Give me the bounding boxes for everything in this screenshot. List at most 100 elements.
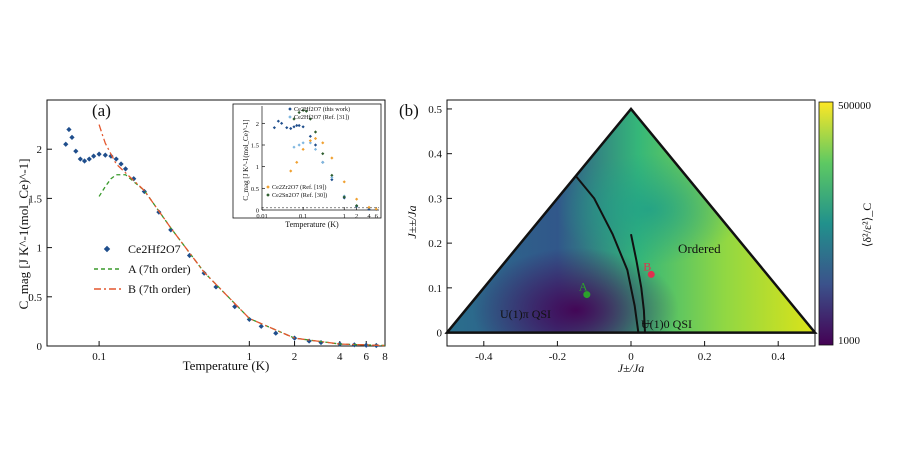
data-point <box>122 166 129 172</box>
inset-data-point <box>367 205 371 209</box>
inset-x-tick-label: 1 <box>343 213 346 220</box>
data-point <box>63 141 69 147</box>
y-tick-label: 0 <box>437 328 443 340</box>
inset-y-tick-label: 1 <box>256 164 259 171</box>
inset-data-point <box>313 147 318 151</box>
inset-data-point <box>342 180 346 184</box>
inset-data-point <box>308 141 312 145</box>
data-point <box>86 156 92 162</box>
inset-data-point <box>330 173 334 177</box>
y-tick-label: 0.1 <box>428 283 442 295</box>
inset-data-point <box>272 126 276 130</box>
panel-b-xlabel: J±/Ja <box>618 361 645 375</box>
x-tick-label: 0.1 <box>92 351 106 363</box>
inset-data-point <box>330 156 334 160</box>
colorbar: 500000 1000 ⟨δ²/ε²⟩_C <box>818 100 874 347</box>
inset-data-point <box>297 123 301 128</box>
panel-b-label: (b) <box>399 101 419 120</box>
data-point <box>91 153 97 159</box>
data-point <box>306 338 312 344</box>
data-point <box>69 134 75 140</box>
inset-data-point <box>289 169 293 173</box>
panel-a-legend: Ce2Hf2O7 A (7th order) B (7th order) <box>94 242 191 296</box>
inset-data-point <box>330 178 334 182</box>
inset-data-point <box>355 204 359 208</box>
x-tick-label: 0.2 <box>698 351 712 363</box>
inset-data-point <box>295 160 299 164</box>
inset-data-point <box>308 117 312 121</box>
colorbar-label: ⟨δ²/ε²⟩_C <box>860 203 874 248</box>
x-tick-label: -0.4 <box>475 351 493 363</box>
inset-data-point <box>313 130 318 134</box>
phase-point <box>647 270 655 278</box>
y-tick-label: 0.5 <box>28 292 42 304</box>
inset-x-tick-label: 0.1 <box>299 213 307 220</box>
data-point <box>77 156 83 162</box>
panel-b-heatmap <box>444 106 818 334</box>
inset-ylabel: C_mag [J K^-1(mol_Ce)^-1] <box>242 119 250 200</box>
colorbar-min-label: 1000 <box>838 335 861 347</box>
y-tick-label: 0 <box>37 341 43 353</box>
inset-xlabel: Temperature (K) <box>285 220 339 229</box>
inset-data-point <box>301 125 305 129</box>
inset-data-point <box>297 110 301 115</box>
inset-data-point <box>330 175 334 180</box>
panel-a-label: (a) <box>92 101 111 120</box>
y-tick-label: 1 <box>37 243 43 255</box>
inset-data-point <box>304 109 308 113</box>
legend-label: Ce2Hf2O7 <box>128 242 181 256</box>
panel-b-overlay: Ordered U(1)π QSI U(1)0 QSI A B <box>500 175 721 333</box>
inset-data-point <box>321 141 325 145</box>
panel-a: (a) 0.1 1 2 4 6 800.511.52 Temperature (K) C_… <box>16 99 388 373</box>
panel-a-axes: 0.1 1 2 4 6 800.511.52 <box>28 144 388 363</box>
inset-x-tick-label: 2 <box>355 213 358 220</box>
colorbar-max-label: 500000 <box>838 100 872 112</box>
data-point <box>118 161 124 167</box>
series-line <box>98 124 386 347</box>
x-tick-label: -0.2 <box>549 351 566 363</box>
inset-legend-marker <box>266 185 270 189</box>
legend-label: B (7th order) <box>128 282 191 296</box>
region-label: U(1)0 QSI <box>641 317 692 331</box>
inset-legend-label: Ce2Zr2O7 (Ref. [19]) <box>272 184 326 191</box>
x-tick-label: 0 <box>628 351 634 363</box>
data-point <box>73 148 79 154</box>
y-tick-label: 1.5 <box>28 193 42 205</box>
inset-data-point <box>301 108 305 112</box>
inset-y-tick-label: 2 <box>256 121 259 128</box>
inset-data-point <box>313 143 318 147</box>
region-label: Ordered <box>678 241 721 256</box>
panel-b-axes: -0.4 -0.2 0 0.2 0.4 0 0.1 0.2 0.3 0.4 0.5 <box>428 104 785 363</box>
inset-data-point <box>280 121 284 125</box>
series-line <box>98 174 386 347</box>
data-point <box>232 304 238 310</box>
panel-b-ylabel: J±±/Ja <box>405 205 419 238</box>
inset-data-point <box>321 160 325 164</box>
inset-legend-marker <box>266 193 270 197</box>
inset-data-point <box>289 126 293 131</box>
data-point <box>108 153 114 159</box>
x-tick-label: 8 <box>382 351 388 363</box>
data-point <box>113 156 119 162</box>
data-point <box>246 316 252 323</box>
data-point <box>273 330 279 336</box>
data-point <box>66 126 72 133</box>
inset-data-point <box>367 207 371 211</box>
inset-data-point <box>292 117 296 121</box>
x-tick-label: 0.4 <box>771 351 785 363</box>
phase-triangle <box>444 106 818 334</box>
inset-data-point <box>297 143 301 147</box>
legend-label: A (7th order) <box>128 262 191 276</box>
inset-data-point <box>308 139 312 143</box>
panel-a-series <box>63 124 386 349</box>
inset-y-tick-label: 1.5 <box>251 143 259 150</box>
inset-data-point <box>292 145 296 149</box>
inset-data-point <box>321 152 325 156</box>
heatmap-minimum <box>447 108 815 333</box>
inset-legend: Ce2Hf2O7 (this work)Ce2Hf2O7 (Ref. [31])… <box>266 106 350 199</box>
y-tick-label: 2 <box>37 144 43 156</box>
inset-data-point <box>342 195 346 199</box>
inset-y-tick-label: 0.5 <box>251 186 259 193</box>
inset-data-point <box>301 141 305 145</box>
